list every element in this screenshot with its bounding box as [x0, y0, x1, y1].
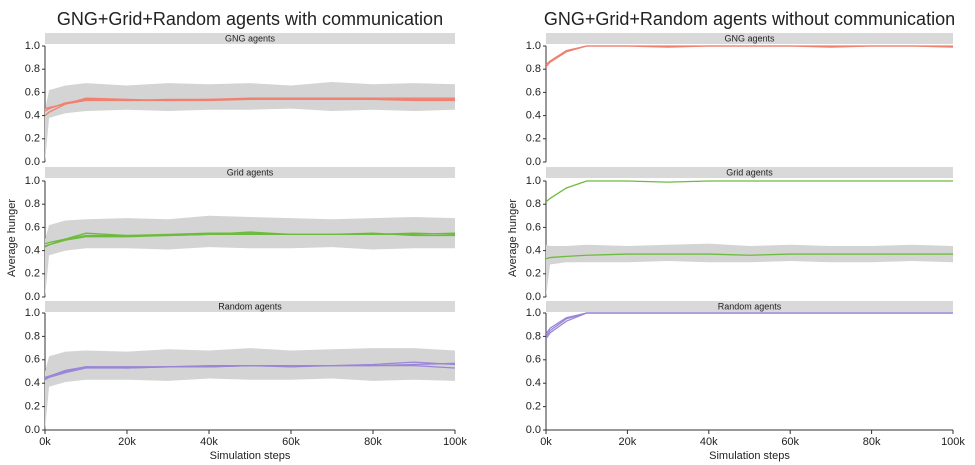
x-tick-label: 80k — [364, 436, 382, 448]
y-tick-label: 1.0 — [526, 307, 541, 319]
facet-strip — [45, 301, 455, 312]
x-tick-label: 20k — [118, 436, 136, 448]
y-tick-label: 0.6 — [25, 354, 40, 366]
x-tick-label: 60k — [781, 436, 799, 448]
y-tick-label: 0.0 — [526, 424, 541, 436]
y-tick-label: 1.0 — [25, 175, 40, 187]
facet-title: GNG agents — [225, 33, 276, 43]
y-tick-label: 0.6 — [526, 354, 541, 366]
chart-title: GNG+Grid+Random agents without communica… — [544, 9, 955, 29]
trend-line — [546, 312, 953, 337]
chart-title: GNG+Grid+Random agents with communicatio… — [57, 9, 443, 29]
range-band — [45, 348, 455, 430]
y-tick-label: 0.6 — [526, 86, 541, 98]
facet-strip — [546, 167, 953, 178]
y-axis-label: Average hunger — [6, 199, 18, 277]
x-axis-label: Simulation steps — [210, 450, 291, 462]
x-tick-label: 0k — [39, 436, 51, 448]
facet-title: Grid agents — [726, 167, 773, 177]
y-tick-label: 0.8 — [526, 63, 541, 75]
y-tick-label: 0.4 — [526, 245, 541, 257]
range-band — [45, 215, 455, 297]
x-tick-label: 100k — [443, 436, 467, 448]
y-tick-label: 0.0 — [526, 291, 541, 303]
y-axis-label: Average hunger — [507, 199, 519, 277]
y-tick-label: 0.0 — [25, 156, 40, 168]
x-tick-label: 80k — [863, 436, 881, 448]
y-tick-label: 0.6 — [25, 86, 40, 98]
trend-line — [546, 253, 953, 260]
y-tick-label: 0.2 — [526, 133, 541, 145]
range-band — [546, 243, 953, 297]
x-tick-label: 40k — [200, 436, 218, 448]
y-tick-label: 0.8 — [25, 198, 40, 210]
y-tick-label: 1.0 — [526, 175, 541, 187]
y-tick-label: 0.2 — [526, 401, 541, 413]
trend-line — [546, 45, 953, 68]
facet-strip — [45, 33, 455, 44]
trend-line — [546, 45, 953, 66]
y-tick-label: 0.0 — [526, 156, 541, 168]
y-tick-label: 0.2 — [25, 133, 40, 145]
x-tick-label: 0k — [540, 436, 552, 448]
y-tick-label: 0.2 — [25, 401, 40, 413]
y-tick-label: 0.4 — [25, 245, 40, 257]
facet-strip — [45, 167, 455, 178]
y-tick-label: 0.0 — [25, 424, 40, 436]
x-tick-label: 20k — [619, 436, 637, 448]
y-tick-label: 0.8 — [526, 330, 541, 342]
y-tick-label: 0.8 — [25, 330, 40, 342]
trend-line — [546, 312, 953, 335]
y-tick-label: 0.6 — [526, 221, 541, 233]
facet-title: GNG agents — [724, 33, 775, 43]
y-tick-label: 0.8 — [526, 198, 541, 210]
y-tick-label: 1.0 — [25, 40, 40, 52]
facet-strip — [546, 33, 953, 44]
x-tick-label: 100k — [941, 436, 965, 448]
y-tick-label: 0.4 — [526, 377, 541, 389]
range-band — [45, 81, 455, 162]
facet-title: Grid agents — [227, 167, 274, 177]
facet-strip — [546, 301, 953, 312]
x-axis-label: Simulation steps — [709, 450, 790, 462]
trend-line — [45, 232, 455, 248]
y-tick-label: 0.4 — [526, 110, 541, 122]
trend-line — [546, 180, 953, 203]
facet-title: Random agents — [718, 301, 782, 311]
facet-title: Random agents — [218, 301, 282, 311]
y-tick-label: 0.4 — [25, 110, 40, 122]
y-tick-label: 1.0 — [25, 307, 40, 319]
y-tick-label: 0.8 — [25, 63, 40, 75]
y-tick-label: 0.0 — [25, 291, 40, 303]
y-tick-label: 1.0 — [526, 40, 541, 52]
trend-line — [546, 312, 953, 340]
y-tick-label: 0.2 — [25, 268, 40, 280]
trend-line — [45, 361, 455, 380]
x-tick-label: 60k — [282, 436, 300, 448]
trend-line — [45, 362, 455, 381]
y-tick-label: 0.4 — [25, 377, 40, 389]
y-tick-label: 0.2 — [526, 268, 541, 280]
trend-line — [45, 98, 455, 110]
y-tick-label: 0.6 — [25, 221, 40, 233]
x-tick-label: 40k — [700, 436, 718, 448]
